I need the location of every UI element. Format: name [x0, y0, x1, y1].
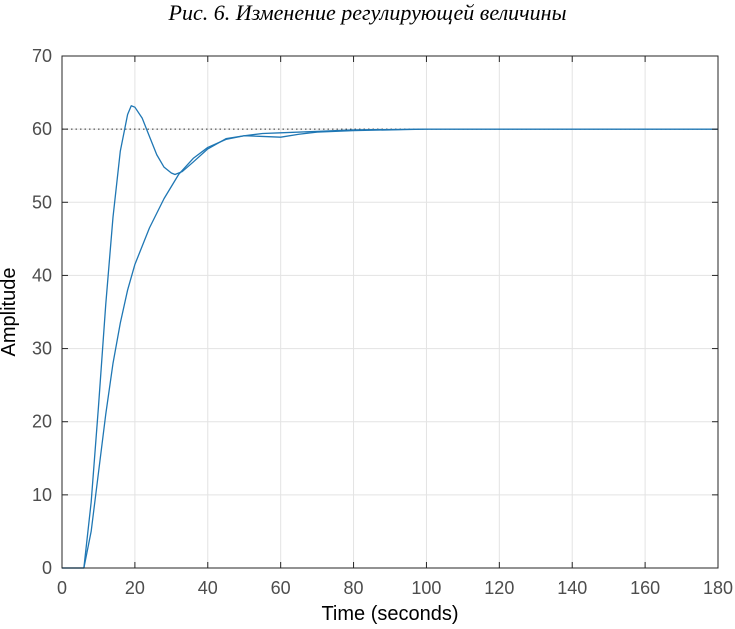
x-tick-label: 20	[125, 578, 145, 598]
y-tick-label: 50	[32, 192, 52, 212]
x-tick-label: 180	[703, 578, 733, 598]
y-tick-labels: 0 10 20 30 40 50 60 70	[32, 46, 52, 578]
x-tick-label: 60	[271, 578, 291, 598]
y-tick-label: 40	[32, 265, 52, 285]
y-tick-label: 30	[32, 339, 52, 359]
x-tick-label: 120	[484, 578, 514, 598]
y-tick-label: 70	[32, 46, 52, 66]
x-tick-labels: 0 20 40 60 80 100 120 140 160 180	[57, 578, 733, 598]
y-axis-label: Amplitude	[0, 268, 20, 357]
plot-frame	[61, 55, 719, 569]
figure-caption: Рис. 6. Изменение регулирующей величины	[168, 0, 567, 25]
y-tick-label: 0	[42, 558, 52, 578]
series-line-2	[62, 128, 718, 569]
series-line-1	[62, 105, 718, 569]
x-tick-label: 160	[630, 578, 660, 598]
x-tick-label: 140	[557, 578, 587, 598]
tick-marks	[61, 55, 719, 569]
y-tick-label: 60	[32, 119, 52, 139]
x-axis-label: Time (seconds)	[321, 603, 458, 625]
y-tick-label: 10	[32, 485, 52, 505]
series-group	[62, 105, 718, 569]
x-tick-label: 40	[198, 578, 218, 598]
x-tick-label: 100	[411, 578, 441, 598]
x-tick-label: 0	[57, 578, 67, 598]
plot-area	[62, 56, 718, 568]
y-tick-label: 20	[32, 412, 52, 432]
x-tick-label: 80	[344, 578, 364, 598]
